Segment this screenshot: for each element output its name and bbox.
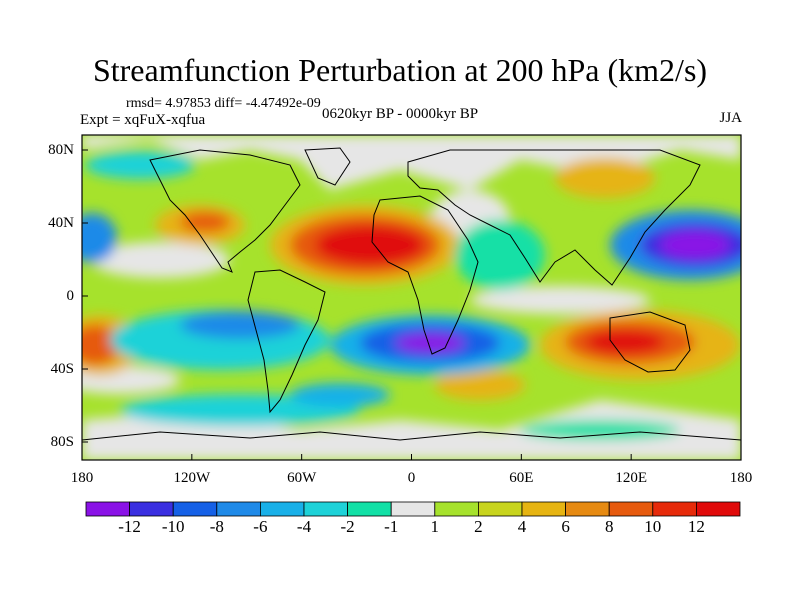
lat-label: 40S: [50, 361, 74, 377]
colorbar-swatch: [259, 501, 305, 517]
colorbar-label: -1: [384, 517, 399, 536]
colorbar-label: -2: [340, 517, 355, 536]
colorbar-swatch: [390, 501, 436, 517]
lat-label: 80S: [50, 434, 74, 450]
colorbar-label: 8: [604, 517, 614, 536]
africa-outline: [371, 195, 479, 355]
colorbar-swatch: [347, 501, 392, 517]
colorbar-label: 12: [687, 517, 705, 536]
lon-label: 120W: [173, 470, 211, 486]
colorbar-swatch: [85, 501, 130, 517]
colorbar: [85, 501, 741, 517]
colorbar-swatch: [129, 501, 174, 517]
lat-label: 0: [66, 288, 75, 304]
stats-text: rmsd= 4.97853 diff= -4.47492e-09: [126, 96, 321, 111]
season-text: JJA: [719, 110, 742, 126]
colorbar-label: -4: [296, 517, 312, 536]
eurasia-outline: [407, 149, 701, 286]
colorbar-label: 6: [561, 517, 570, 536]
colorbar-swatch: [172, 501, 218, 517]
colorbar-label: 4: [517, 517, 527, 536]
lon-label: 60W: [287, 470, 317, 486]
greenland-outline: [304, 147, 351, 186]
colorbar-swatch: [521, 501, 566, 517]
colorbar-swatch: [216, 501, 261, 517]
south-america-outline: [247, 269, 326, 414]
colorbar-label: -8: [209, 517, 224, 536]
axis-ticks: [81, 149, 742, 460]
colorbar-swatch: [477, 501, 523, 517]
lat-label: 40N: [48, 215, 74, 231]
colorbar-swatch: [696, 501, 741, 517]
colorbar-label: 10: [644, 517, 662, 536]
lon-label: 120E: [615, 470, 647, 486]
colorbar-swatch: [565, 501, 610, 517]
colorbar-label: -6: [253, 517, 268, 536]
lon-label: 180: [729, 470, 753, 486]
colorbar-swatch: [608, 501, 654, 517]
period-text: 0620kyr BP - 0000kyr BP: [322, 106, 479, 122]
coastlines: [82, 147, 741, 441]
colorbar-label: -12: [118, 517, 141, 536]
lon-label: 0: [407, 470, 416, 486]
colorbar-swatch: [652, 501, 697, 517]
lat-label: 80N: [48, 142, 74, 158]
lon-label: 60E: [509, 470, 534, 486]
colorbar-label: 2: [474, 517, 483, 536]
experiment-text: Expt = xqFuX-xqfua: [80, 112, 206, 128]
lon-label: 180: [70, 470, 94, 486]
colorbar-swatch: [434, 501, 479, 517]
colorbar-label: -10: [161, 517, 185, 536]
colorbar-label: 1: [430, 517, 440, 536]
australia-outline: [609, 311, 691, 373]
antarctica-outline: [82, 431, 741, 441]
contour-field: [82, 135, 741, 460]
plot-title: Streamfunction Perturbation at 200 hPa (…: [92, 52, 708, 88]
north-america-outline: [149, 149, 301, 273]
colorbar-swatch: [303, 501, 348, 517]
